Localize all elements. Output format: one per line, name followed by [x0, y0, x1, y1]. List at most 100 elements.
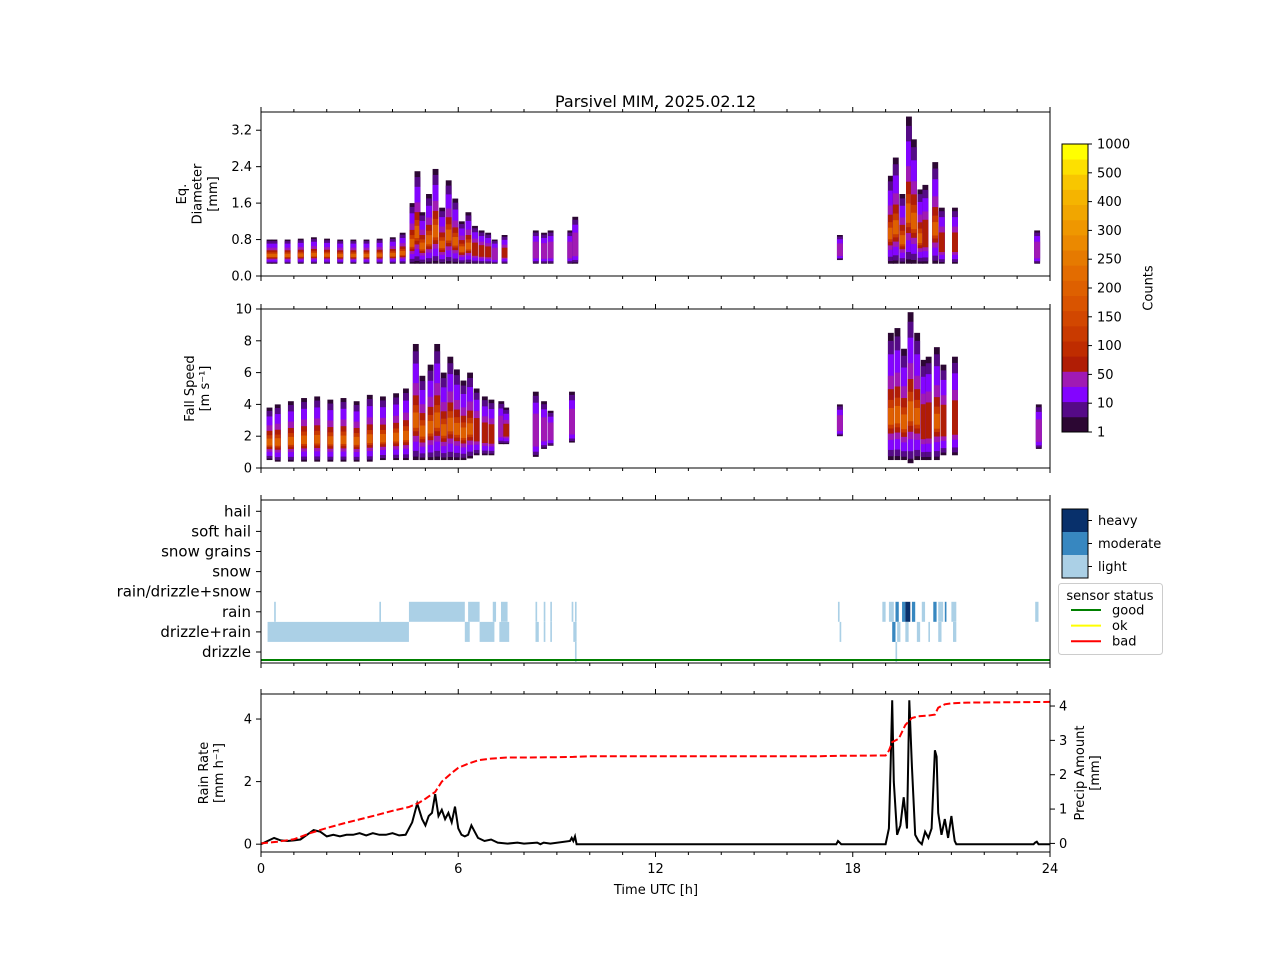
colorbar-label: Counts	[1142, 265, 1157, 311]
precip-type-cell	[921, 601, 926, 622]
y-axis-label: [mm]	[206, 176, 221, 211]
heatmap-cell	[287, 436, 294, 445]
heatmap-cell	[481, 422, 488, 444]
heatmap-cell	[445, 229, 452, 241]
precip-type-cell	[933, 601, 937, 622]
precip-type-cell	[543, 621, 546, 642]
colorbar-tick-label: 1000	[1097, 138, 1130, 153]
heatmap-cell	[353, 436, 360, 445]
precip-type-cell	[953, 621, 957, 642]
y-tick-label: 10	[235, 303, 252, 318]
colorbar-segment	[1062, 310, 1088, 327]
heatmap-cell	[412, 412, 419, 428]
heatmap-cell	[547, 241, 554, 259]
colorbar-segment	[1062, 159, 1088, 175]
y-axis-label: [m s⁻¹]	[198, 366, 213, 412]
intensity-frame	[1061, 508, 1089, 579]
heatmap-cell	[922, 219, 929, 248]
y-axis-label: Rain Rate	[197, 742, 212, 805]
precip-type-cell	[916, 621, 921, 642]
colorbar-segment	[1062, 234, 1088, 251]
colorbar-tick-label: 1	[1097, 426, 1105, 441]
precip-type-panel: drizzle drizzle+rain rain rain/drizzle+snow…	[117, 495, 1051, 668]
heatmap-cell	[932, 222, 939, 236]
heatmap-cell	[473, 418, 480, 442]
legend-box	[1058, 583, 1163, 655]
precip-type-cell	[888, 601, 894, 622]
colorbar-segment	[1062, 341, 1088, 357]
precip-type-cell	[837, 601, 840, 622]
heatmap-cell	[458, 246, 465, 252]
heatmap-cell	[952, 232, 958, 253]
heatmap-cell	[887, 227, 894, 240]
heatmap-cell	[393, 432, 400, 442]
heatmap-cell	[432, 224, 439, 238]
category-label: snow grains	[161, 543, 251, 561]
heatmap-cell	[380, 433, 386, 443]
y-axis-label: Eq.	[175, 184, 190, 205]
colorbar-tick-label: 300	[1097, 224, 1122, 239]
heatmap-cell	[491, 247, 498, 260]
colorbar-tick-label: 500	[1097, 166, 1122, 181]
precip-type-cell	[408, 601, 465, 622]
precip-type-cell	[895, 642, 898, 662]
precip-type-cell	[905, 601, 911, 622]
precip-type-cell	[882, 601, 886, 622]
colorbar-segment	[1062, 204, 1088, 221]
colorbar-segment	[1062, 280, 1088, 296]
heatmap-cell	[572, 232, 579, 257]
counts-colorbar: 1 10 50 100 150 200 250 300 400 500 1000 Counts	[1061, 138, 1157, 441]
colorbar-tick-label: 100	[1097, 339, 1122, 354]
heatmap-cell	[906, 203, 912, 223]
y-axis-label: [mm]	[1088, 755, 1103, 790]
y-tick-label: 2.4	[231, 160, 252, 175]
precip-type-cell	[928, 621, 931, 642]
x-tick-label: 24	[1042, 862, 1059, 877]
figure-title: Parsivel MIM, 2025.02.12	[555, 92, 756, 111]
fall-speed-panel: 0 2 4 6 8 10 Fall Speed [m s⁻¹]	[183, 303, 1051, 477]
colorbar-segment	[1062, 295, 1088, 312]
heatmap-cell	[310, 252, 317, 257]
heatmap-cell	[419, 425, 426, 437]
precip-type-cell	[895, 601, 899, 622]
heatmap-cell	[460, 427, 467, 438]
axes-frame	[260, 308, 1051, 469]
heatmap-cell	[284, 253, 291, 257]
precip-type-cell	[468, 601, 480, 622]
heatmap-cell	[541, 417, 547, 442]
intensity-label: light	[1098, 560, 1127, 575]
y2-tick-label: 4	[1059, 700, 1067, 715]
precip-type-cell	[905, 621, 909, 642]
precip-type-cell	[500, 601, 508, 622]
heatmap-cell	[266, 253, 273, 257]
precip-type-cell	[535, 601, 538, 622]
precip-type-cell	[897, 621, 901, 642]
heatmap-cell	[389, 252, 396, 257]
heatmap-cell	[899, 235, 906, 245]
colorbar-segment	[1062, 401, 1088, 418]
heatmap-cell	[836, 243, 843, 257]
heatmap-cell	[567, 241, 574, 259]
heatmap-cell	[440, 424, 447, 436]
heatmap-cell	[478, 245, 485, 257]
legend-label: good	[1112, 604, 1144, 619]
precip-type-cell	[492, 601, 497, 622]
y2-tick-label: 3	[1059, 734, 1067, 749]
y-axis-label: Precip Amount	[1073, 726, 1088, 821]
precip-type-cell	[944, 601, 947, 622]
heatmap-cell	[419, 242, 426, 250]
intensity-label: moderate	[1098, 537, 1161, 552]
heatmap-cell	[920, 404, 927, 440]
heatmap-cell	[1034, 241, 1041, 259]
colorbar-tick-label: 150	[1097, 310, 1122, 325]
diameter-panel: 0.0 0.8 1.6 2.4 3.2 Eq. Diameter [mm]	[175, 107, 1051, 285]
legend-label: ok	[1112, 619, 1128, 634]
colorbar-tick-label: 400	[1097, 195, 1122, 210]
heatmap-cell	[324, 253, 330, 257]
heatmap-cell	[485, 246, 492, 258]
colorbar-tick-label: 200	[1097, 282, 1122, 297]
intensity-swatch	[1062, 555, 1088, 578]
heatmap-cell	[350, 253, 357, 257]
